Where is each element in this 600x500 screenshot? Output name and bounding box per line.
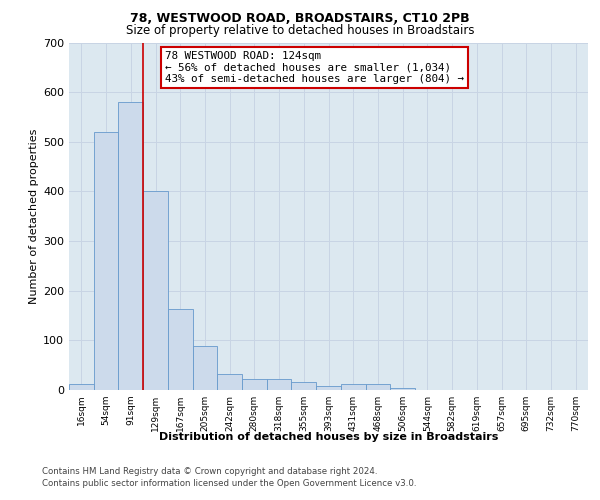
Bar: [193, 346, 217, 390]
Bar: [118, 102, 143, 390]
Text: 78 WESTWOOD ROAD: 124sqm
← 56% of detached houses are smaller (1,034)
43% of sem: 78 WESTWOOD ROAD: 124sqm ← 56% of detach…: [165, 51, 464, 84]
Bar: [217, 374, 242, 390]
Text: Contains public sector information licensed under the Open Government Licence v3: Contains public sector information licen…: [42, 478, 416, 488]
Y-axis label: Number of detached properties: Number of detached properties: [29, 128, 39, 304]
Bar: [143, 192, 168, 390]
Text: 78, WESTWOOD ROAD, BROADSTAIRS, CT10 2PB: 78, WESTWOOD ROAD, BROADSTAIRS, CT10 2PB: [130, 12, 470, 24]
Bar: [69, 384, 94, 390]
Text: Size of property relative to detached houses in Broadstairs: Size of property relative to detached ho…: [126, 24, 474, 37]
Bar: [94, 132, 118, 390]
Bar: [242, 379, 267, 390]
Text: Distribution of detached houses by size in Broadstairs: Distribution of detached houses by size …: [159, 432, 499, 442]
Bar: [341, 384, 365, 390]
Bar: [168, 309, 193, 390]
Bar: [390, 388, 415, 390]
Bar: [292, 382, 316, 390]
Text: Contains HM Land Registry data © Crown copyright and database right 2024.: Contains HM Land Registry data © Crown c…: [42, 468, 377, 476]
Bar: [316, 386, 341, 390]
Bar: [267, 379, 292, 390]
Bar: [365, 384, 390, 390]
